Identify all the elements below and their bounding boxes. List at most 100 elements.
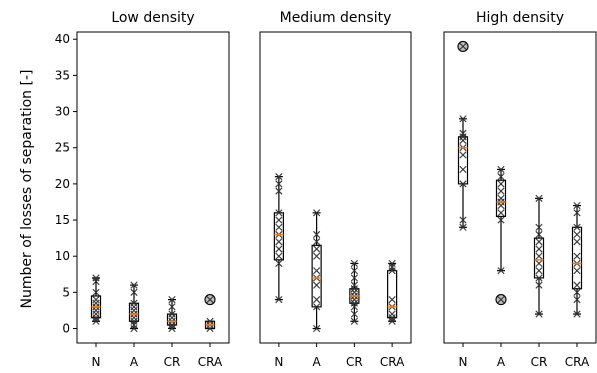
box-iqr — [457, 136, 469, 185]
box-iqr — [166, 313, 178, 326]
y-tick-label: 40 — [55, 32, 70, 46]
panel-title: Low density — [111, 10, 194, 26]
data-point — [168, 303, 176, 311]
data-point — [275, 223, 283, 231]
data-point — [350, 267, 358, 275]
x-tick-label: CRA — [565, 355, 590, 369]
data-point — [497, 173, 505, 181]
y-tick-label: 30 — [55, 105, 70, 119]
y-tick-label: 25 — [55, 141, 70, 155]
data-point — [573, 267, 581, 275]
panel-title: High density — [476, 10, 564, 26]
data-point — [535, 230, 543, 239]
panel-3: High density N A CR CRA — [443, 10, 597, 369]
data-point — [168, 296, 176, 304]
data-point — [535, 245, 543, 253]
data-point — [313, 324, 321, 333]
panel-frame — [259, 31, 412, 344]
box-CRA — [387, 259, 398, 325]
data-point — [313, 245, 321, 253]
data-point — [168, 310, 176, 318]
data-point — [313, 252, 321, 260]
data-point — [535, 252, 543, 260]
x-tick-label: N — [274, 355, 283, 369]
box-N — [90, 274, 102, 325]
data-point — [573, 296, 581, 304]
panel-title: Medium density — [280, 10, 392, 26]
data-point — [459, 216, 467, 224]
box-iqr — [311, 244, 322, 308]
data-point — [459, 180, 467, 188]
panel-1: Low density 0 5 10 15 20 25 30 35 40 N A CR CRA — [55, 10, 230, 369]
data-point — [573, 201, 581, 210]
data-point — [130, 281, 138, 289]
data-point — [275, 180, 283, 188]
data-point — [313, 238, 321, 246]
data-point — [275, 252, 283, 260]
data-point — [388, 310, 396, 318]
data-point — [497, 267, 505, 275]
data-point — [535, 194, 543, 202]
data-point — [573, 209, 581, 217]
data-point — [535, 259, 543, 268]
data-point — [350, 274, 358, 282]
data-point — [535, 223, 543, 231]
panel-frame — [443, 31, 597, 344]
y-axis-label: Number of losses of separation [-] — [19, 70, 35, 309]
outlier-point — [457, 40, 469, 53]
data-point — [350, 259, 358, 268]
box-iqr — [571, 226, 583, 290]
y-tick-label: 0 — [62, 322, 70, 336]
data-point — [313, 267, 321, 275]
data-point — [497, 216, 505, 224]
outlier-cross — [459, 42, 467, 51]
data-point — [459, 151, 467, 159]
x-tick-label: A — [313, 355, 322, 369]
data-point — [535, 281, 543, 289]
data-point — [573, 288, 581, 296]
data-point — [275, 259, 283, 268]
data-point — [573, 230, 581, 239]
data-point — [497, 180, 505, 188]
x-tick-label: CR — [164, 355, 181, 369]
data-point — [535, 310, 543, 318]
data-point — [497, 165, 505, 174]
data-point — [573, 281, 581, 289]
data-point — [573, 252, 581, 260]
data-point — [92, 296, 100, 304]
data-point — [313, 296, 321, 304]
panel-2: Medium density N A CR CRA — [259, 10, 412, 369]
box-N — [273, 173, 284, 304]
y-tick-label: 5 — [62, 285, 70, 299]
box-CR — [533, 194, 545, 318]
box-CR — [166, 296, 178, 333]
data-point — [535, 267, 543, 275]
data-point — [275, 216, 283, 224]
data-point — [573, 223, 581, 231]
data-point — [275, 209, 283, 217]
box-CRA — [204, 294, 216, 333]
data-point — [497, 187, 505, 195]
data-point — [313, 303, 321, 311]
data-point — [275, 245, 283, 253]
data-point — [275, 238, 283, 246]
box-iqr — [533, 237, 545, 279]
box-CR — [349, 259, 360, 325]
data-point — [459, 165, 467, 174]
x-tick-label: CR — [531, 355, 548, 369]
data-point — [535, 274, 543, 282]
data-point — [92, 288, 100, 296]
box-A — [128, 281, 140, 333]
data-point — [497, 194, 505, 202]
data-point — [130, 288, 138, 296]
data-point — [459, 129, 467, 137]
data-point — [350, 317, 358, 325]
data-point — [313, 230, 321, 239]
data-point — [92, 274, 100, 282]
data-point — [497, 209, 505, 217]
y-tick-label: 20 — [55, 177, 70, 191]
data-point — [313, 209, 321, 217]
x-tick-label: N — [459, 355, 468, 369]
box-A — [495, 165, 507, 306]
